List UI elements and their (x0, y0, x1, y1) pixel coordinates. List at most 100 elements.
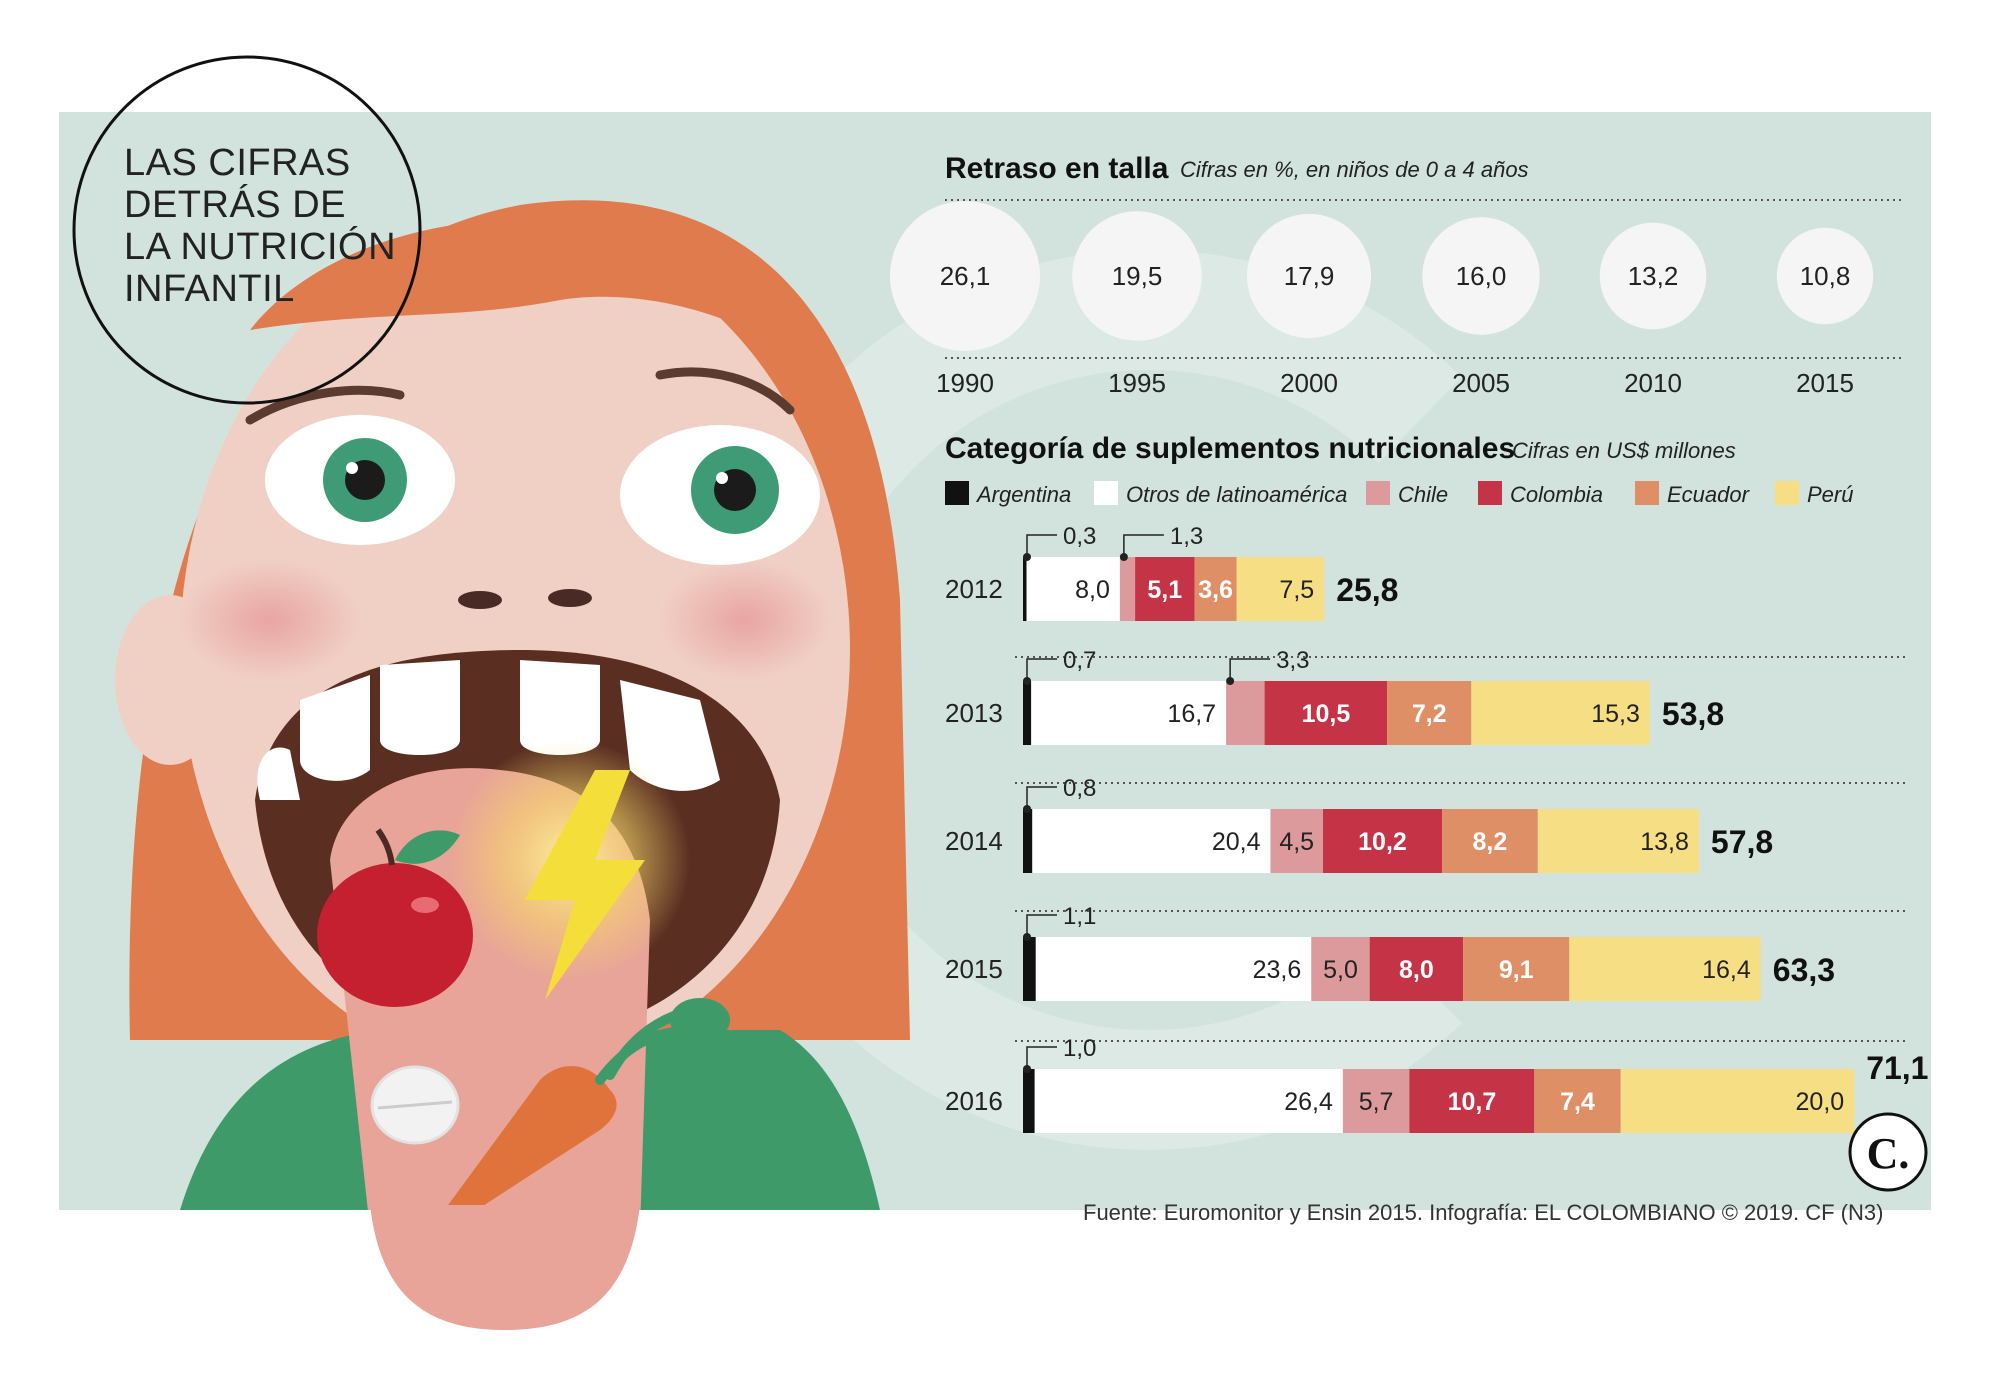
bar-segment-colombia (1323, 809, 1443, 873)
bar-segment-chile (1270, 809, 1323, 873)
argentina-callout-label: 1,0 (1063, 1035, 1096, 1062)
callout-dot (1226, 677, 1235, 685)
bar-value-label: 9,1 (1499, 956, 1534, 984)
bar-value-label: 16,7 (1167, 700, 1216, 728)
legend-swatch (1366, 481, 1390, 505)
stunting-value-label: 17,9 (1284, 261, 1335, 291)
legend-label: Colombia (1510, 482, 1603, 507)
bar-value-label: 23,6 (1253, 956, 1302, 984)
bar-segment-colombia (1409, 1069, 1535, 1133)
bar-year-label: 2016 (945, 1086, 1003, 1116)
right-cheek (660, 560, 830, 680)
bar-value-label: 8,2 (1473, 828, 1508, 856)
title-line-2: DETRÁS DE (124, 184, 346, 226)
bar-value-label: 8,0 (1399, 956, 1434, 984)
title-circle (72, 55, 422, 405)
argentina-callout-label: 0,7 (1063, 647, 1096, 674)
teeth (257, 660, 720, 800)
bar-value-label: 5,0 (1323, 956, 1358, 984)
bar-value-label: 10,7 (1448, 1088, 1497, 1116)
stunting-subtitle: Cifras en %, en niños de 0 a 4 años (1180, 157, 1529, 182)
legend-label: Chile (1398, 482, 1448, 507)
stunting-bubble-2000 (1246, 213, 1372, 339)
bar-segment-ecuador (1463, 937, 1570, 1001)
left-eye (265, 415, 455, 545)
legend-swatch (1478, 481, 1502, 505)
stunting-bubble-2015 (1776, 227, 1874, 325)
legend-label: Perú (1807, 482, 1853, 507)
legend-swatch (1094, 481, 1118, 505)
girl-illustration (115, 200, 1462, 1330)
bar-total-label: 57,8 (1711, 824, 1773, 860)
stunting-value-label: 19,5 (1112, 261, 1163, 291)
bar-segment-otros-de-latinoam-rica (1034, 1069, 1343, 1133)
right-eyebrow (655, 367, 795, 415)
bar-value-label: 13,8 (1640, 828, 1689, 856)
left-cheek (180, 560, 360, 680)
footer-source: Fuente: Euromonitor y Ensin 2015. Infogr… (1083, 1200, 1883, 1225)
chile-callout-label: 3,3 (1276, 647, 1309, 674)
bar-value-label: 20,4 (1212, 828, 1261, 856)
bar-year-label: 2014 (945, 826, 1003, 856)
stunting-year-label: 2015 (1796, 368, 1854, 398)
bar-year-label: 2013 (945, 698, 1003, 728)
supplements-stacked-bar-chart: 2012 8,0 5,1 3,6 7,5 0,3 1,3 25,8 2013 16,7 10,5 7,… (945, 523, 1928, 1133)
callout-dot (1023, 553, 1031, 561)
stunting-year-label: 2005 (1452, 368, 1510, 398)
logo-text: C. (1867, 1129, 1910, 1178)
bar-segment-chile (1342, 1069, 1410, 1133)
bar-segment-per- (1471, 681, 1650, 745)
legend-label: Argentina (975, 482, 1071, 507)
bar-value-label: 20,0 (1796, 1088, 1845, 1116)
stunting-year-label: 2010 (1624, 368, 1682, 398)
chile-callout-line (1229, 658, 1271, 681)
callout-dot (1023, 805, 1031, 813)
bar-value-label: 5,1 (1147, 576, 1182, 604)
title-line-3: LA NUTRICIÓN (124, 226, 397, 268)
bar-segment-per- (1537, 809, 1699, 873)
bar-segment-otros-de-latinoam-rica (1031, 681, 1227, 745)
stunting-bubble-1990 (890, 201, 1040, 351)
callout-dot (1119, 553, 1128, 561)
lightning-icon (525, 770, 645, 1000)
legend-swatch (945, 481, 969, 505)
bar-value-label: 10,2 (1358, 828, 1407, 856)
stunting-year-label: 1995 (1108, 368, 1166, 398)
nostril-left (458, 591, 502, 609)
bar-segment-colombia (1135, 557, 1195, 621)
bar-segment-ecuador (1387, 681, 1472, 745)
bar-value-label: 7,2 (1412, 700, 1447, 728)
callout-dot (1023, 1065, 1031, 1073)
bar-value-label: 3,6 (1198, 576, 1233, 604)
bar-segment-ecuador (1442, 809, 1538, 873)
bar-total-label: 25,8 (1336, 572, 1398, 608)
argentina-callout-line (1026, 534, 1057, 557)
stunting-bubble-chart: 26,1 1990 19,5 1995 17,9 2000 16,0 2005 13,2 2010… (890, 201, 1874, 398)
bar-segment-otros-de-latinoam-rica (1026, 557, 1120, 621)
bar-segment-argentina (1023, 809, 1033, 873)
legend-label: Ecuador (1667, 482, 1751, 507)
bar-segment-colombia (1369, 937, 1464, 1001)
stunting-value-label: 10,8 (1800, 261, 1851, 291)
bar-segment-ecuador (1194, 557, 1237, 621)
argentina-callout-label: 1,1 (1063, 903, 1096, 930)
title-line-1: LAS CIFRAS (124, 142, 351, 184)
bar-value-label: 8,0 (1075, 576, 1110, 604)
stunting-value-label: 26,1 (940, 261, 991, 291)
supplements-title: Categoría de suplementos nutricionales (945, 432, 1515, 465)
argentina-callout-line (1026, 786, 1057, 809)
nostril-right (548, 589, 592, 607)
bar-value-label: 16,4 (1702, 956, 1751, 984)
infographic-title: LAS CIFRAS DETRÁS DE LA NUTRICIÓN INFANT… (124, 142, 424, 310)
bar-segment-ecuador (1534, 1069, 1621, 1133)
bar-segment-argentina (1023, 937, 1036, 1001)
argentina-callout-label: 0,3 (1063, 523, 1096, 550)
bar-segment-colombia (1264, 681, 1388, 745)
bar-year-label: 2015 (945, 954, 1003, 984)
bar-segment-per- (1569, 937, 1761, 1001)
pill-icon (370, 1065, 460, 1145)
stunting-bubble-2010 (1599, 222, 1707, 330)
stunting-value-label: 13,2 (1628, 261, 1679, 291)
legend-label: Otros de latinoamérica (1126, 482, 1347, 507)
bar-total-label: 63,3 (1773, 952, 1835, 988)
